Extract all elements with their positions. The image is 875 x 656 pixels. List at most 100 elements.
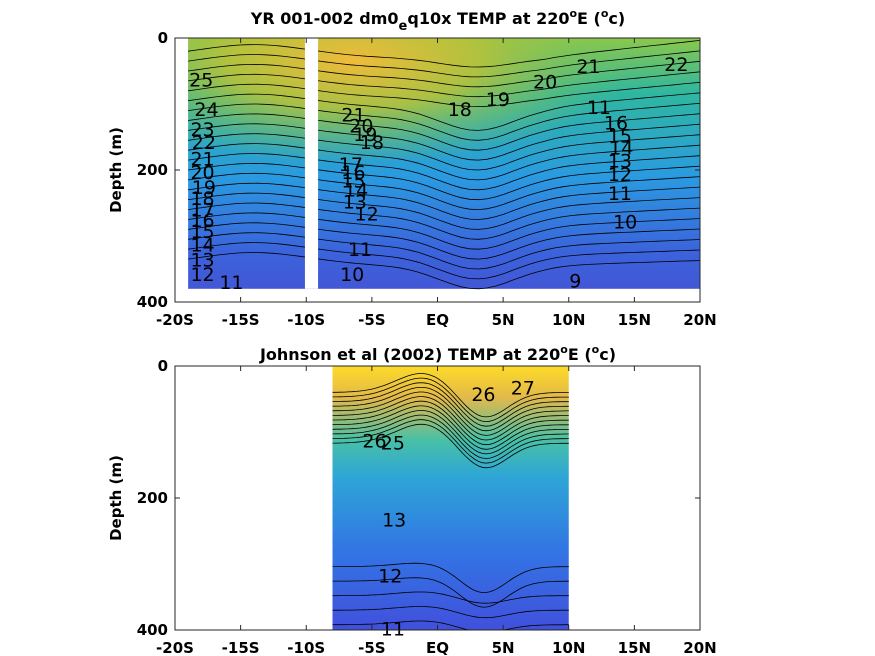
- contour-line: [332, 382, 569, 427]
- contour-line: [332, 419, 569, 464]
- contour-label: 11: [219, 272, 243, 294]
- contour-label: 11: [587, 97, 611, 119]
- x-tick-label: 5N: [492, 311, 515, 329]
- contour-label: 20: [533, 71, 557, 93]
- contour-line: [188, 212, 701, 250]
- title-part: o: [592, 343, 600, 356]
- contour-line: [188, 252, 701, 290]
- x-tick-label: EQ: [426, 639, 449, 656]
- x-tick-label: 15N: [618, 639, 651, 656]
- contour-line: [332, 423, 569, 469]
- contour-line: [188, 60, 701, 88]
- contour-label: 12: [608, 164, 632, 186]
- contour-label: 19: [353, 124, 377, 146]
- contour-line: [188, 192, 701, 230]
- y-axis-label: Depth (m): [107, 127, 125, 213]
- contour-label: 16: [604, 112, 628, 134]
- contour-label: 9: [569, 271, 581, 293]
- contour-label: 25: [381, 432, 405, 454]
- contour-line: [188, 50, 701, 78]
- contour-label: 16: [190, 210, 214, 232]
- warm-pool-shading: [188, 38, 700, 227]
- title-part: YR 001-002 dm0: [250, 9, 399, 28]
- contour-label: 22: [192, 132, 216, 154]
- x-tick-label: -15S: [222, 311, 260, 329]
- contour-label: 17: [190, 199, 214, 221]
- contour-line: [332, 591, 569, 604]
- contour-line: [332, 391, 569, 436]
- title-part: q10x TEMP at 220: [407, 9, 569, 28]
- contour-label: 18: [360, 132, 384, 154]
- contour-line: [188, 92, 701, 131]
- x-tick-label: -20S: [156, 639, 194, 656]
- contour-line: [332, 562, 569, 593]
- x-tick-label: 15N: [618, 311, 651, 329]
- x-tick-label: -5S: [358, 311, 385, 329]
- title-part: E (: [577, 9, 601, 28]
- x-tick-label: -10S: [287, 311, 325, 329]
- y-tick-label: 200: [137, 489, 168, 507]
- contour-line: [188, 113, 701, 151]
- contour-label: 12: [190, 264, 214, 286]
- contour-line: [188, 102, 701, 141]
- contour-label: 14: [190, 234, 214, 256]
- contour-label: 19: [486, 89, 510, 111]
- contour-label: 10: [340, 264, 364, 286]
- contour-line: [332, 400, 569, 446]
- x-tick-label: 5N: [492, 639, 515, 656]
- contour-label: 11: [608, 183, 632, 205]
- contour-label: 15: [608, 126, 632, 148]
- y-tick-label: 0: [158, 29, 168, 47]
- contour-label: 11: [348, 239, 372, 261]
- contour-label: 17: [339, 154, 363, 176]
- contour-line: [332, 377, 569, 423]
- x-tick-label: EQ: [426, 311, 449, 329]
- contour-line: [188, 242, 701, 280]
- x-tick-label: 20N: [683, 311, 716, 329]
- contour-line: [188, 162, 701, 201]
- contour-label: 12: [378, 566, 402, 588]
- contour-line: [188, 202, 701, 240]
- top-panel-title: YR 001-002 dm0eq10x TEMP at 220oE (oc): [250, 7, 625, 34]
- contour-line: [332, 373, 569, 418]
- contour-line: [332, 414, 569, 459]
- x-tick-label: -20S: [156, 311, 194, 329]
- contour-line: [188, 133, 701, 171]
- contour-label: 13: [343, 192, 367, 214]
- y-tick-label: 400: [137, 621, 168, 639]
- y-tick-label: 0: [158, 357, 168, 375]
- title-part: Johnson et al (2002) TEMP at 220: [259, 345, 560, 364]
- contour-label: 10: [613, 211, 637, 233]
- contour-label: 14: [344, 180, 368, 202]
- title-part: E (: [568, 345, 592, 364]
- contour-label: 27: [511, 378, 535, 400]
- contour-lines: [332, 373, 569, 631]
- title-part: o: [569, 7, 577, 20]
- contour-line: [188, 143, 701, 181]
- contour-label: 25: [189, 69, 213, 91]
- title-part: o: [601, 7, 609, 20]
- contour-label: 23: [190, 119, 214, 141]
- x-tick-label: -10S: [287, 639, 325, 656]
- contour-line: [188, 153, 701, 191]
- contour-line: [188, 222, 701, 260]
- title-part: c): [608, 9, 625, 28]
- contour-label: 21: [341, 104, 365, 126]
- title-part: c): [599, 345, 616, 364]
- x-tick-label: -15S: [222, 639, 260, 656]
- title-part: e: [399, 19, 408, 34]
- contour-label: 22: [664, 54, 688, 76]
- contour-line: [332, 405, 569, 450]
- data-gap: [304, 38, 319, 289]
- contour-label: 13: [608, 151, 632, 173]
- contour-label: 20: [190, 162, 214, 184]
- contour-line: [332, 410, 569, 455]
- top-panel: YR 001-002 dm0eq10x TEMP at 220oE (oc) 2…: [107, 7, 717, 329]
- contour-label: 14: [609, 137, 633, 159]
- contour-line: [332, 577, 569, 608]
- contour-label: 15: [341, 170, 365, 192]
- contour-label: 13: [190, 250, 214, 272]
- contour-label: 24: [194, 99, 218, 121]
- contour-line: [188, 172, 701, 211]
